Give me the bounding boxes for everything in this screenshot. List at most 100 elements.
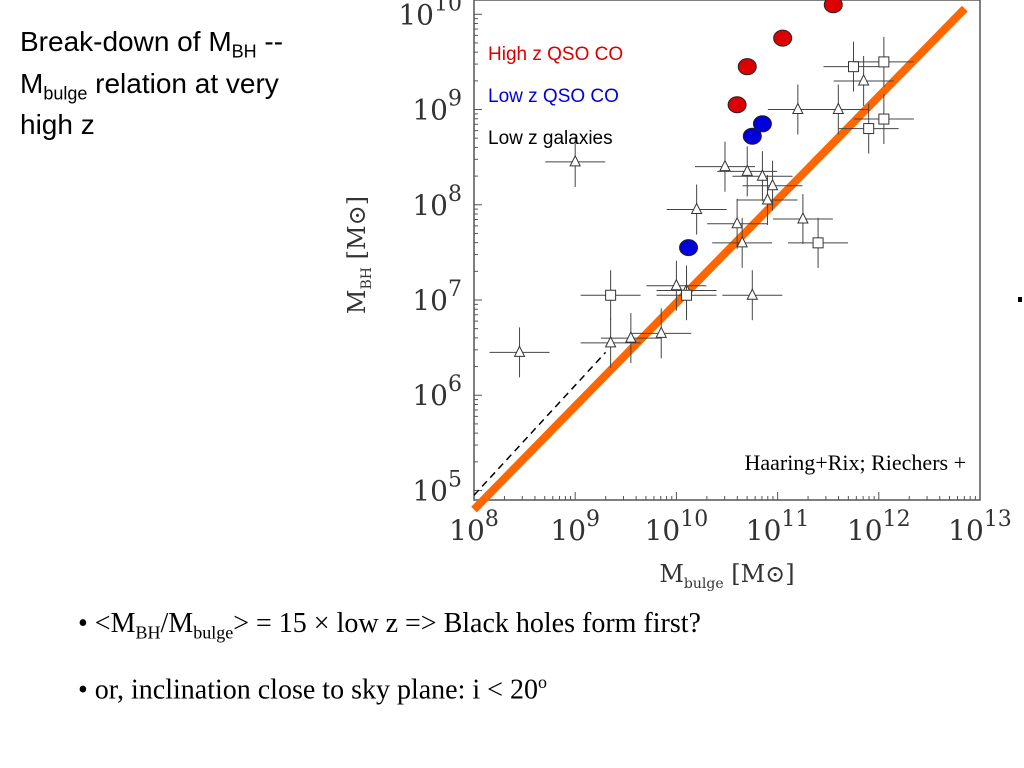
galaxy-square-point bbox=[848, 61, 859, 73]
title-line-3: high z bbox=[20, 109, 95, 141]
galaxy-triangle-point bbox=[741, 164, 754, 176]
title-line-2: Mbulge relation at very bbox=[20, 68, 380, 110]
galaxy-triangle-point bbox=[731, 216, 743, 229]
bullet-item: • or, inclination close to sky plane: i … bbox=[78, 672, 701, 706]
galaxy-square-point bbox=[681, 289, 693, 301]
galaxy-square-point bbox=[812, 237, 824, 249]
x-tick-label: 1010 bbox=[645, 507, 709, 547]
plot-frame bbox=[473, 0, 981, 501]
y-label-part: BH bbox=[359, 267, 375, 290]
galaxy-triangle-point bbox=[756, 169, 769, 181]
galaxy-triangle-point bbox=[746, 288, 759, 300]
tick-base: 10 bbox=[449, 514, 485, 547]
galaxy-triangle-point bbox=[832, 102, 845, 115]
galaxy-triangle-point bbox=[736, 235, 748, 248]
galaxy-triangle-point bbox=[604, 335, 617, 348]
tick-base: 10 bbox=[398, 0, 434, 31]
tick-exponent: 9 bbox=[586, 507, 600, 532]
low-z-qso-point bbox=[679, 239, 699, 257]
y-tick-label: 109 bbox=[412, 87, 462, 127]
y-tick-label: 108 bbox=[412, 182, 462, 222]
title-text: relation at very bbox=[87, 67, 279, 99]
x-tick-label: 108 bbox=[449, 507, 499, 547]
x-label-part: bulge bbox=[684, 576, 724, 592]
bullet-subscript: bulge bbox=[193, 622, 234, 643]
high-z-qso-point bbox=[727, 96, 747, 114]
galaxy-square-point bbox=[863, 123, 875, 135]
bullet-text: > = 15 × low z => Black holes form first… bbox=[233, 608, 701, 639]
tick-base: 10 bbox=[746, 514, 782, 547]
galaxy-triangle-point bbox=[625, 330, 637, 343]
tick-exponent: 10 bbox=[680, 507, 708, 532]
bullet-text: • or, inclination close to sky plane: i … bbox=[78, 673, 538, 705]
tick-exponent: 9 bbox=[448, 87, 462, 112]
y-label-part: M bbox=[343, 289, 371, 314]
tick-base: 10 bbox=[412, 189, 448, 222]
title-text: -- bbox=[256, 26, 284, 57]
galaxy-triangle-point bbox=[797, 211, 809, 224]
x-axis-label: Mbulge [M⊙] bbox=[659, 560, 794, 592]
legend-entry: Low z galaxies bbox=[488, 128, 613, 149]
title-subscript: bulge bbox=[43, 83, 88, 104]
galaxy-triangle-point bbox=[792, 102, 804, 115]
y-axis-label: MBH [M⊙] bbox=[343, 196, 375, 314]
slide-title: Break-down of MBH -- Mbulge relation at … bbox=[20, 26, 380, 141]
reference-line bbox=[473, 351, 607, 496]
tick-exponent: 12 bbox=[883, 507, 911, 532]
tick-exponent: 10 bbox=[434, 0, 462, 16]
bullet-list: • <MBH/Mbulge> = 15 × low z => Black hol… bbox=[78, 608, 701, 734]
galaxy-triangle-point bbox=[670, 278, 683, 291]
bullet-superscript: o bbox=[537, 671, 547, 692]
tick-exponent: 13 bbox=[984, 507, 1012, 532]
tick-base: 10 bbox=[412, 284, 448, 317]
galaxy-triangle-point bbox=[761, 192, 774, 205]
galaxy-triangle-point bbox=[569, 154, 582, 167]
high-z-qso-point bbox=[773, 29, 793, 47]
tick-base: 10 bbox=[412, 474, 448, 507]
y-label-part: [M⊙] bbox=[343, 196, 371, 267]
title-subscript: BH bbox=[231, 41, 257, 62]
title-text: M bbox=[20, 67, 44, 99]
low-z-qso-point bbox=[752, 115, 772, 133]
bullet-text: /M bbox=[160, 608, 194, 639]
bullet-item: • <MBH/Mbulge> = 15 × low z => Black hol… bbox=[78, 608, 701, 644]
edge-marker bbox=[1018, 297, 1022, 302]
tick-exponent: 5 bbox=[448, 467, 462, 492]
x-tick-label: 1012 bbox=[847, 507, 911, 547]
high-z-qso-point bbox=[737, 58, 757, 76]
bullet-text: • <M bbox=[78, 608, 136, 639]
bullet-subscript: BH bbox=[135, 622, 161, 643]
citation-annotation: Haaring+Rix; Riechers + bbox=[744, 450, 966, 475]
galaxy-triangle-point bbox=[857, 73, 870, 86]
galaxy-square-point bbox=[878, 56, 890, 68]
tick-base: 10 bbox=[948, 514, 984, 547]
legend-entry: High z QSO CO bbox=[488, 44, 623, 65]
fit-line bbox=[471, 5, 968, 513]
x-tick-label: 1011 bbox=[746, 507, 810, 547]
y-tick-label: 106 bbox=[412, 372, 462, 412]
low-z-qso-point bbox=[742, 127, 762, 145]
legend-entry: Low z QSO CO bbox=[488, 86, 619, 107]
galaxy-triangle-point bbox=[690, 202, 703, 215]
title-line-1: Break-down of MBH -- bbox=[20, 26, 380, 68]
y-tick-label: 107 bbox=[412, 277, 462, 317]
tick-base: 10 bbox=[645, 514, 681, 547]
tick-base: 10 bbox=[412, 379, 448, 412]
galaxy-triangle-point bbox=[719, 159, 731, 172]
galaxy-triangle-point bbox=[513, 345, 526, 357]
title-text: Break-down of M bbox=[20, 26, 232, 57]
galaxy-triangle-point bbox=[766, 178, 779, 191]
y-tick-label: 105 bbox=[412, 467, 462, 507]
high-z-qso-point bbox=[823, 0, 843, 14]
tick-exponent: 6 bbox=[448, 372, 462, 397]
galaxy-triangle-point bbox=[655, 326, 668, 338]
galaxy-square-point bbox=[878, 113, 890, 125]
tick-exponent: 11 bbox=[781, 507, 809, 532]
x-label-part: [M⊙] bbox=[724, 560, 795, 588]
x-tick-label: 109 bbox=[550, 507, 600, 547]
tick-base: 10 bbox=[412, 94, 448, 127]
tick-base: 10 bbox=[550, 514, 586, 547]
scatter-chart: 108 109 1010 1011 1012 1013105106107108109101… bbox=[343, 0, 1012, 592]
x-tick-label: 1013 bbox=[948, 507, 1012, 547]
galaxy-square-point bbox=[605, 289, 617, 301]
